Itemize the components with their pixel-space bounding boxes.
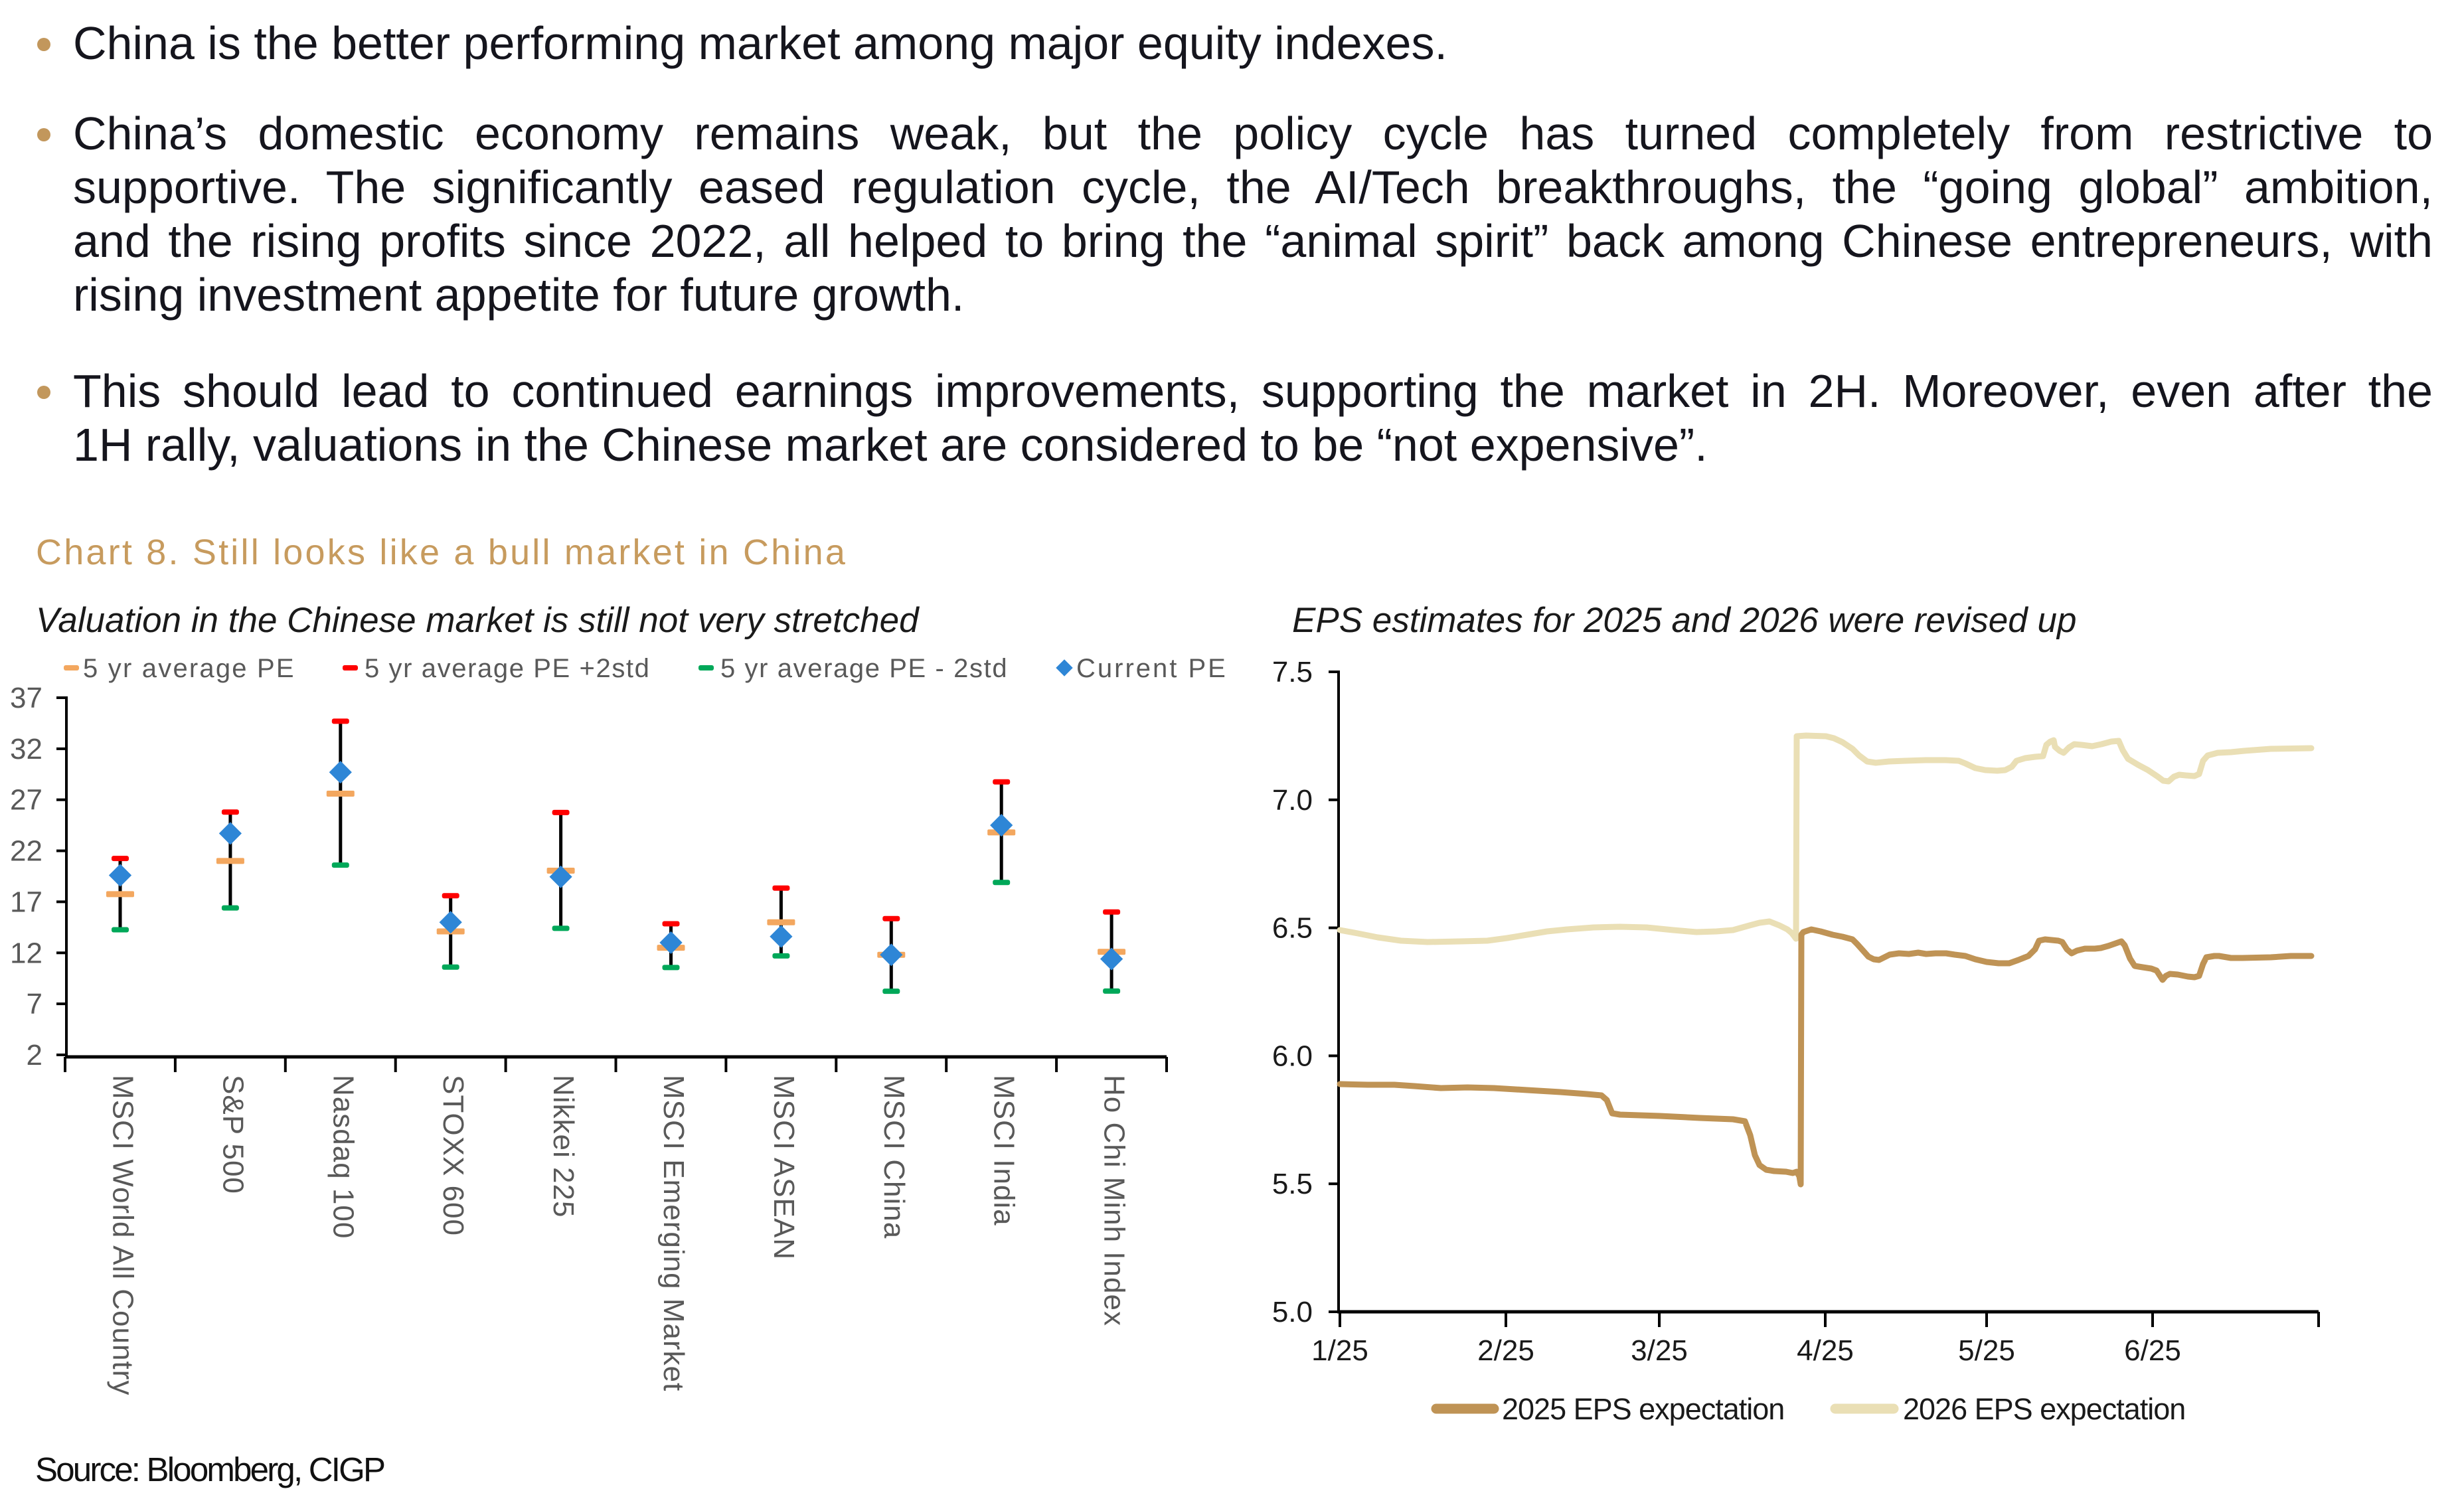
svg-text:32: 32 — [10, 733, 42, 765]
svg-text:12: 12 — [10, 937, 42, 969]
svg-text:5/25: 5/25 — [1958, 1334, 2015, 1367]
svg-text:MSCI India: MSCI India — [988, 1075, 1021, 1226]
svg-text:5 yr average PE: 5 yr average PE — [83, 654, 295, 683]
svg-text:S&P 500: S&P 500 — [216, 1075, 249, 1194]
svg-text:5.0: 5.0 — [1272, 1296, 1313, 1328]
svg-text:7: 7 — [27, 988, 42, 1020]
svg-text:5 yr average PE +2std: 5 yr average PE +2std — [365, 654, 651, 683]
svg-text:6.5: 6.5 — [1272, 912, 1313, 945]
svg-text:1/25: 1/25 — [1311, 1334, 1368, 1367]
svg-text:2026 EPS expectation: 2026 EPS expectation — [1903, 1392, 2185, 1426]
svg-text:Nasdaq 100: Nasdaq 100 — [327, 1075, 359, 1239]
svg-text:5 yr average PE - 2std: 5 yr average PE - 2std — [720, 654, 1008, 683]
svg-text:22: 22 — [10, 835, 42, 868]
svg-text:6/25: 6/25 — [2124, 1334, 2181, 1367]
svg-text:MSCI Emerging Market: MSCI Emerging Market — [657, 1075, 690, 1391]
svg-text:MSCI World All Country: MSCI World All Country — [107, 1075, 139, 1395]
svg-text:STOXX 600: STOXX 600 — [437, 1075, 469, 1236]
svg-text:27: 27 — [10, 784, 42, 817]
svg-text:17: 17 — [10, 886, 42, 918]
svg-text:MSCI China: MSCI China — [878, 1075, 910, 1239]
svg-text:37: 37 — [10, 682, 42, 714]
svg-text:5.5: 5.5 — [1272, 1168, 1313, 1200]
svg-text:2/25: 2/25 — [1477, 1334, 1534, 1367]
svg-text:2025 EPS expectation: 2025 EPS expectation — [1502, 1392, 1784, 1426]
svg-text:6.0: 6.0 — [1272, 1040, 1313, 1072]
svg-text:MSCI ASEAN: MSCI ASEAN — [768, 1075, 800, 1260]
svg-text:7.0: 7.0 — [1272, 784, 1313, 817]
svg-text:7.5: 7.5 — [1272, 656, 1313, 688]
svg-text:Current PE: Current PE — [1076, 654, 1228, 683]
svg-text:3/25: 3/25 — [1631, 1334, 1688, 1367]
svg-text:4/25: 4/25 — [1797, 1334, 1854, 1367]
svg-text:Ho Chi Minh Index: Ho Chi Minh Index — [1098, 1075, 1131, 1326]
svg-text:Nikkei 225: Nikkei 225 — [547, 1075, 580, 1218]
svg-text:2: 2 — [27, 1039, 42, 1071]
